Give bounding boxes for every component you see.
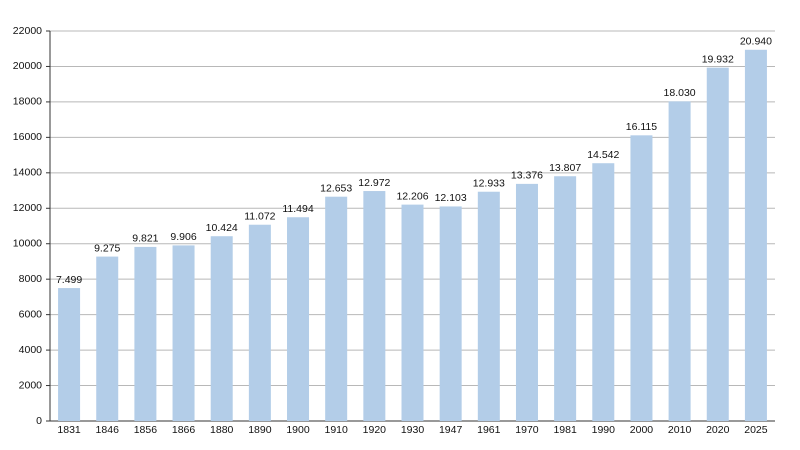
bar <box>554 176 577 421</box>
x-tick-label: 1910 <box>325 424 349 436</box>
y-tick-label: 14000 <box>13 167 42 179</box>
value-label: 12.206 <box>396 190 428 202</box>
y-tick-label: 20000 <box>13 60 42 72</box>
value-label: 11.072 <box>244 211 275 223</box>
y-tick-label: 8000 <box>19 273 43 285</box>
x-tick-label: 1831 <box>57 424 81 436</box>
x-tick-label: 2025 <box>744 424 768 436</box>
bar <box>96 256 119 421</box>
bar <box>592 163 615 421</box>
x-tick-label: 1961 <box>477 424 501 436</box>
value-label: 9.906 <box>170 231 196 243</box>
value-label: 9.275 <box>94 242 120 254</box>
x-tick-label: 1990 <box>592 424 616 436</box>
value-label: 12.103 <box>435 192 467 204</box>
bar <box>363 191 386 421</box>
x-tick-label: 1970 <box>515 424 539 436</box>
bar <box>134 246 157 421</box>
x-tick-label: 1920 <box>363 424 387 436</box>
y-tick-label: 6000 <box>19 308 43 320</box>
y-tick-label: 22000 <box>13 25 42 37</box>
bar <box>668 101 691 422</box>
y-tick-label: 0 <box>36 415 42 427</box>
x-tick-label: 1890 <box>248 424 272 436</box>
bar <box>744 49 767 422</box>
value-label: 13.376 <box>511 170 543 182</box>
value-label: 14.542 <box>587 149 619 161</box>
bar <box>515 183 538 421</box>
value-label: 12.933 <box>473 178 505 190</box>
y-tick-label: 4000 <box>19 344 43 356</box>
value-label: 10.424 <box>206 222 238 234</box>
x-tick-label: 2000 <box>630 424 654 436</box>
x-tick-label: 2010 <box>668 424 692 436</box>
bar <box>248 224 271 421</box>
y-tick-label: 16000 <box>13 131 42 143</box>
bar <box>477 191 500 421</box>
x-tick-label: 1981 <box>553 424 577 436</box>
y-tick-label: 2000 <box>19 379 43 391</box>
x-tick-label: 1947 <box>439 424 463 436</box>
x-tick-label: 1866 <box>172 424 196 436</box>
value-label: 12.653 <box>320 182 352 194</box>
x-tick-label: 2020 <box>706 424 730 436</box>
value-label: 11.494 <box>282 203 313 215</box>
value-label: 20.940 <box>740 36 772 48</box>
value-label: 9.821 <box>132 233 158 245</box>
y-tick-label: 10000 <box>13 238 42 250</box>
x-tick-label: 1930 <box>401 424 425 436</box>
bar <box>630 135 653 421</box>
x-tick-label: 1846 <box>96 424 120 436</box>
value-label: 12.972 <box>358 177 390 189</box>
bar <box>172 245 195 421</box>
bar <box>325 196 348 421</box>
bar <box>287 217 310 421</box>
bar <box>439 206 462 421</box>
x-tick-label: 1900 <box>286 424 310 436</box>
x-tick-label: 1880 <box>210 424 234 436</box>
bar <box>58 288 81 421</box>
bar <box>706 67 729 421</box>
value-label: 7.499 <box>56 274 82 286</box>
value-label: 13.807 <box>549 162 581 174</box>
y-tick-label: 18000 <box>13 96 42 108</box>
value-label: 16.115 <box>626 121 657 133</box>
bar <box>401 204 424 421</box>
bar <box>210 236 233 421</box>
value-label: 18.030 <box>664 87 696 99</box>
value-label: 19.932 <box>702 53 734 65</box>
y-tick-label: 12000 <box>13 202 42 214</box>
x-tick-label: 1856 <box>134 424 158 436</box>
